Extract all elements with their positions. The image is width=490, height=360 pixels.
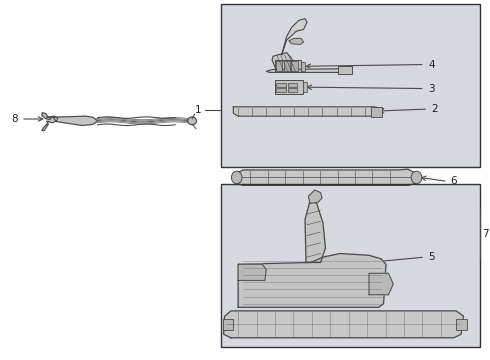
Bar — [221, 4, 481, 167]
Text: 5: 5 — [428, 252, 435, 262]
Bar — [221, 4, 481, 167]
Bar — [338, 66, 352, 74]
Polygon shape — [234, 169, 418, 185]
Bar — [221, 184, 481, 347]
Bar — [371, 107, 382, 117]
Text: 3: 3 — [428, 84, 435, 94]
Bar — [284, 61, 290, 71]
Text: 7: 7 — [482, 229, 489, 239]
Bar — [303, 82, 307, 92]
Bar — [222, 319, 233, 330]
Text: 1: 1 — [195, 105, 202, 115]
Polygon shape — [289, 39, 304, 44]
Polygon shape — [223, 311, 464, 338]
Bar — [276, 88, 286, 93]
Polygon shape — [272, 53, 295, 72]
Bar — [274, 60, 301, 72]
Text: 4: 4 — [428, 59, 435, 69]
Bar — [276, 61, 282, 71]
Polygon shape — [369, 273, 393, 295]
Bar — [221, 184, 481, 347]
Bar — [274, 80, 303, 94]
Bar — [456, 319, 467, 330]
Text: 2: 2 — [431, 104, 438, 114]
Ellipse shape — [411, 171, 422, 184]
Text: 8: 8 — [12, 114, 18, 124]
Ellipse shape — [188, 117, 196, 125]
Polygon shape — [305, 202, 325, 262]
Polygon shape — [42, 113, 51, 120]
Polygon shape — [282, 19, 307, 54]
Bar — [276, 83, 286, 87]
Polygon shape — [238, 253, 386, 307]
Bar — [288, 88, 297, 93]
Polygon shape — [266, 68, 347, 72]
Polygon shape — [42, 122, 48, 131]
Bar — [301, 62, 305, 71]
Bar — [288, 83, 297, 87]
Polygon shape — [47, 116, 58, 123]
Bar — [292, 61, 298, 71]
Ellipse shape — [231, 171, 242, 184]
Polygon shape — [233, 107, 384, 116]
Text: 6: 6 — [450, 176, 457, 186]
Polygon shape — [308, 190, 322, 203]
Polygon shape — [238, 264, 266, 280]
Polygon shape — [53, 116, 98, 126]
